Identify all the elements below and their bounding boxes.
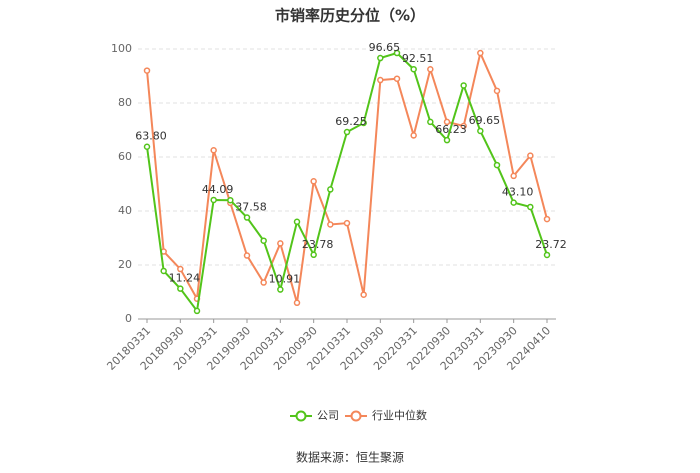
point [377,76,384,84]
data-label: 11.24 [169,272,201,285]
point [460,82,467,89]
point [510,199,517,206]
point [243,214,251,221]
legend-label: 行业中位数 [372,408,427,422]
point [327,221,334,228]
data-label: 23.78 [302,238,334,251]
y-tick-label: 80 [118,96,132,109]
point [143,143,151,150]
point [377,54,384,62]
point [310,251,317,259]
y-tick-label: 100 [111,42,132,55]
point [343,219,351,227]
point [477,49,484,57]
point [477,127,484,135]
data-label: 92.51 [402,52,434,65]
point [360,119,367,127]
point [543,215,551,223]
point [410,65,417,73]
point [160,267,167,275]
legend-marker [295,410,307,422]
point [443,118,451,126]
point [427,66,434,73]
legend-label: 公司 [317,409,339,422]
y-tick-label: 60 [118,150,132,163]
data-label: 96.65 [369,41,401,54]
legend-marker [350,410,362,422]
point [510,172,517,180]
point [143,67,151,74]
point [527,152,534,159]
point [393,49,401,57]
data-label: 43.10 [502,186,534,199]
point [493,87,501,95]
point [410,132,417,139]
point [293,299,301,307]
source: 数据来源：恒生聚源 [296,450,404,465]
point [527,203,534,211]
point [177,265,184,273]
point [260,279,267,286]
point [277,286,284,293]
data-label: 10.91 [269,273,301,286]
y-tick-label: 0 [125,312,132,325]
data-label: 63.80 [135,130,167,143]
y-tick-label: 20 [118,258,132,271]
point [427,118,434,126]
point [327,186,334,193]
point [343,128,351,136]
point [310,178,317,185]
point [177,285,184,292]
point [210,196,217,204]
point [493,161,501,169]
point [443,136,451,144]
point [460,122,467,130]
chart-title: 市销率历史分位（%） [275,7,425,25]
series-line [146,49,548,304]
y-tick-label: 40 [118,204,132,217]
data-label: 69.25 [335,115,367,128]
data-label: 37.58 [235,201,267,214]
data-label: 44.09 [202,183,234,196]
data-label: 23.72 [535,238,567,251]
point [227,196,234,204]
point [210,147,217,154]
point [243,252,251,259]
data-label: 66.23 [435,123,467,136]
point [193,307,201,315]
point [260,237,267,244]
point [293,218,301,226]
data-label: 69.65 [469,114,501,127]
point [360,291,367,298]
point [277,240,284,247]
point [543,251,551,259]
point [393,75,401,82]
